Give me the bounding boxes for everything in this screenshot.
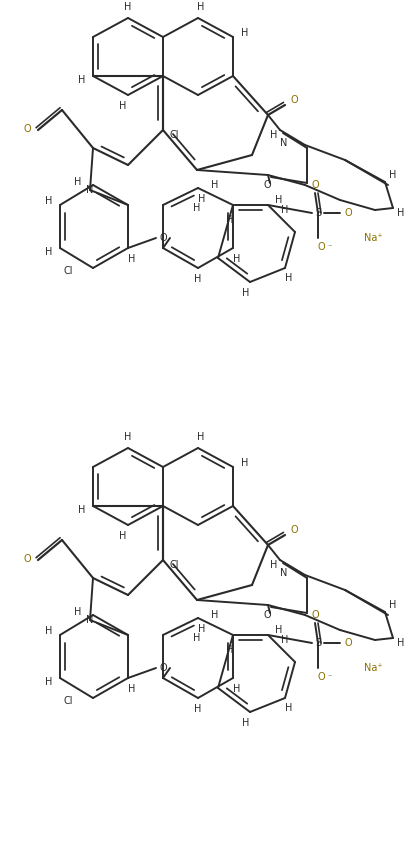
Text: H: H: [74, 607, 81, 617]
Text: H: H: [241, 28, 248, 38]
Text: O: O: [310, 610, 318, 620]
Text: H: H: [226, 215, 233, 225]
Text: O: O: [290, 95, 297, 105]
Text: H: H: [78, 75, 85, 85]
Text: H: H: [270, 560, 277, 570]
Text: H: H: [45, 677, 53, 687]
Text: H: H: [285, 703, 292, 713]
Text: H: H: [270, 130, 277, 140]
Text: H: H: [233, 684, 240, 694]
Text: N: N: [280, 568, 287, 578]
Text: Cl: Cl: [63, 696, 73, 706]
Text: H: H: [124, 432, 131, 442]
Text: H: H: [198, 624, 205, 634]
Text: O: O: [290, 525, 297, 535]
Text: H: H: [285, 273, 292, 283]
Text: N: N: [86, 615, 94, 625]
Text: S: S: [314, 638, 320, 648]
Text: H: H: [78, 505, 85, 515]
Text: H: H: [389, 170, 396, 180]
Text: O: O: [317, 672, 324, 682]
Text: N: N: [280, 138, 287, 148]
Text: H: H: [226, 645, 233, 655]
Text: O: O: [23, 124, 31, 134]
Text: O: O: [159, 233, 166, 243]
Text: S: S: [314, 208, 320, 218]
Text: H: H: [389, 600, 396, 610]
Text: H: H: [274, 625, 282, 635]
Text: O: O: [343, 208, 351, 218]
Text: Cl: Cl: [63, 266, 73, 276]
Text: H: H: [233, 254, 240, 264]
Text: Cl: Cl: [170, 560, 179, 570]
Text: O: O: [317, 242, 324, 252]
Text: N: N: [86, 185, 94, 195]
Text: O: O: [263, 180, 270, 190]
Text: O: O: [159, 663, 166, 673]
Text: H: H: [193, 633, 200, 643]
Text: H: H: [242, 288, 249, 298]
Text: H: H: [194, 274, 201, 284]
Text: H: H: [241, 458, 248, 468]
Text: H: H: [45, 196, 53, 206]
Text: H: H: [211, 180, 218, 190]
Text: H: H: [119, 101, 126, 111]
Text: H: H: [45, 247, 53, 257]
Text: H: H: [281, 205, 288, 215]
Text: O: O: [23, 554, 31, 564]
Text: H: H: [274, 195, 282, 205]
Text: O: O: [263, 610, 270, 620]
Text: H: H: [193, 203, 200, 213]
Text: H: H: [197, 2, 204, 12]
Text: Cl: Cl: [170, 130, 179, 140]
Text: H: H: [124, 2, 131, 12]
Text: H: H: [197, 432, 204, 442]
Text: ⁻: ⁻: [327, 243, 331, 251]
Text: H: H: [281, 635, 288, 645]
Text: H: H: [211, 610, 218, 620]
Text: H: H: [198, 194, 205, 204]
Text: ⁻: ⁻: [327, 673, 331, 681]
Text: O: O: [310, 180, 318, 190]
Text: H: H: [242, 718, 249, 728]
Text: H: H: [396, 638, 404, 648]
Text: Na⁺: Na⁺: [363, 663, 381, 673]
Text: H: H: [128, 684, 135, 694]
Text: H: H: [119, 531, 126, 541]
Text: H: H: [45, 626, 53, 636]
Text: H: H: [396, 208, 404, 218]
Text: H: H: [128, 254, 135, 264]
Text: H: H: [74, 177, 81, 187]
Text: O: O: [343, 638, 351, 648]
Text: Na⁺: Na⁺: [363, 233, 381, 243]
Text: H: H: [194, 704, 201, 714]
